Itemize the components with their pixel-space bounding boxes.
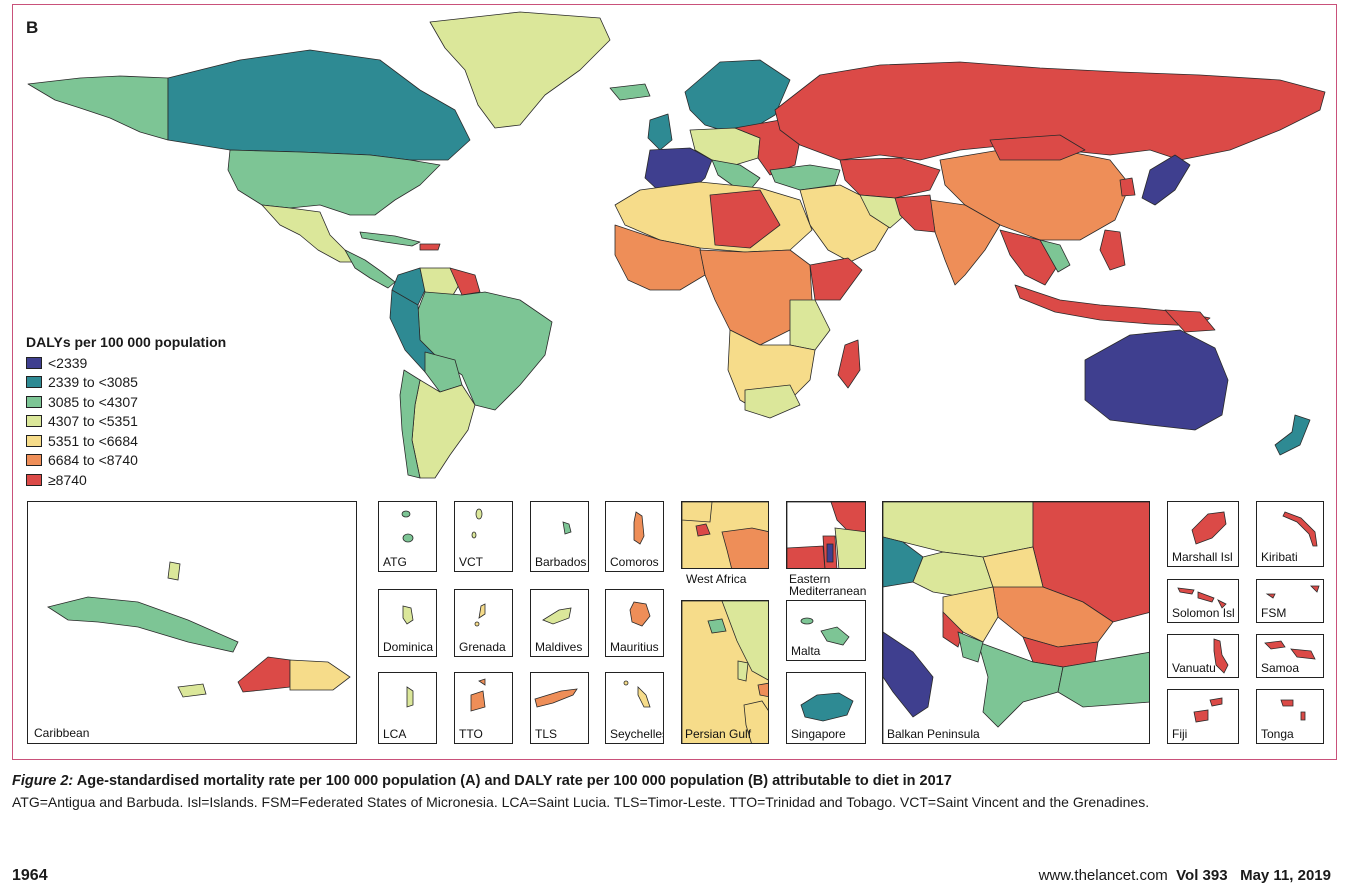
legend-item: 5351 to <6684 [26,431,226,451]
legend-swatch [26,434,42,447]
map-legend: DALYs per 100 000 population <2339 2339 … [26,334,226,490]
greenland-region [429,11,611,129]
figure-label: Figure 2: [12,773,74,789]
inset-label: Caribbean [34,726,90,740]
footer-journal-info: www.thelancet.com Vol 393 May 11, 2019 [1039,867,1331,884]
inset-vanuatu: Vanuatu [1167,634,1239,678]
inset-malta: Malta [786,600,866,661]
india-region [929,199,1001,286]
legend-swatch [26,454,42,467]
scandinavia-region [684,59,791,133]
world-map [27,11,1326,479]
legend-item: ≥8740 [26,470,226,490]
panel-label: B [26,18,39,37]
alaska-region [27,75,169,141]
usa-region [227,149,441,216]
legend-swatch [26,356,42,369]
inset-tls: TLS [530,672,589,744]
page-number: 1964 [12,867,48,884]
inset-label: West Africa [686,572,747,586]
inset-balkan-peninsula: Balkan Peninsula [882,501,1150,744]
inset-vct: VCT [454,501,513,572]
caption-title: Age-standardised mortality rate per 100 … [76,773,952,789]
inset-samoa: Samoa [1256,634,1324,678]
figure-caption: Figure 2: Age-standardised mortality rat… [12,773,1342,810]
legend-title: DALYs per 100 000 population [26,334,227,350]
japan-region [1141,154,1191,206]
canada-region [167,49,471,161]
legend-swatch [26,473,42,486]
inset-kiribati: Kiribati [1256,501,1324,567]
inset-solomon-islands: Solomon Isl [1167,579,1239,623]
inset-lca: LCA [378,672,437,744]
inset-mauritius: Mauritius [605,589,664,657]
legend-item: 3085 to <4307 [26,392,226,412]
legend-item: 4307 to <5351 [26,412,226,432]
inset-maldives: Maldives [530,589,589,657]
inset-tonga: Tonga [1256,689,1324,744]
inset-west-africa [681,501,769,569]
caption-abbreviations: ATG=Antigua and Barbuda. Isl=Islands. FS… [12,794,1150,810]
inset-caribbean: Caribbean [27,501,357,744]
inset-label: Eastern [789,572,831,586]
central-america-region [344,249,396,289]
volume: Vol 393 [1176,867,1228,884]
legend-swatch [26,376,42,389]
inset-eastern-mediterranean [786,501,866,569]
inset-seychelles: Seychelles [605,672,664,744]
inset-dominica: Dominica [378,589,437,657]
inset-marshall-islands: Marshall Isl [1167,501,1239,567]
legend-item: <2339 [26,353,226,373]
australia-region [1084,329,1229,431]
russia-region [774,61,1326,161]
figure-frame [12,4,1337,760]
inset-label: Mediterranean [789,584,867,598]
venezuela-region [419,267,463,301]
mexico-region [261,204,359,263]
issue-date: May 11, 2019 [1240,867,1331,884]
inset-barbados: Barbados [530,501,589,572]
legend-swatch [26,395,42,408]
inset-persian-gulf: Persian Gulf [681,600,769,744]
legend-swatch [26,415,42,428]
inset-atg: ATG [378,501,437,572]
inset-singapore: Singapore [786,672,866,744]
inset-grenada: Grenada [454,589,513,657]
west-africa-region [614,224,706,291]
journal-url[interactable]: www.thelancet.com [1038,867,1168,884]
inset-comoros: Comoros [605,501,664,572]
inset-fiji: Fiji [1167,689,1239,744]
inset-tto: TTO [454,672,513,744]
legend-item: 6684 to <8740 [26,451,226,471]
legend-item: 2339 to <3085 [26,373,226,393]
inset-fsm: FSM [1256,579,1324,623]
argentina-region [411,379,476,479]
